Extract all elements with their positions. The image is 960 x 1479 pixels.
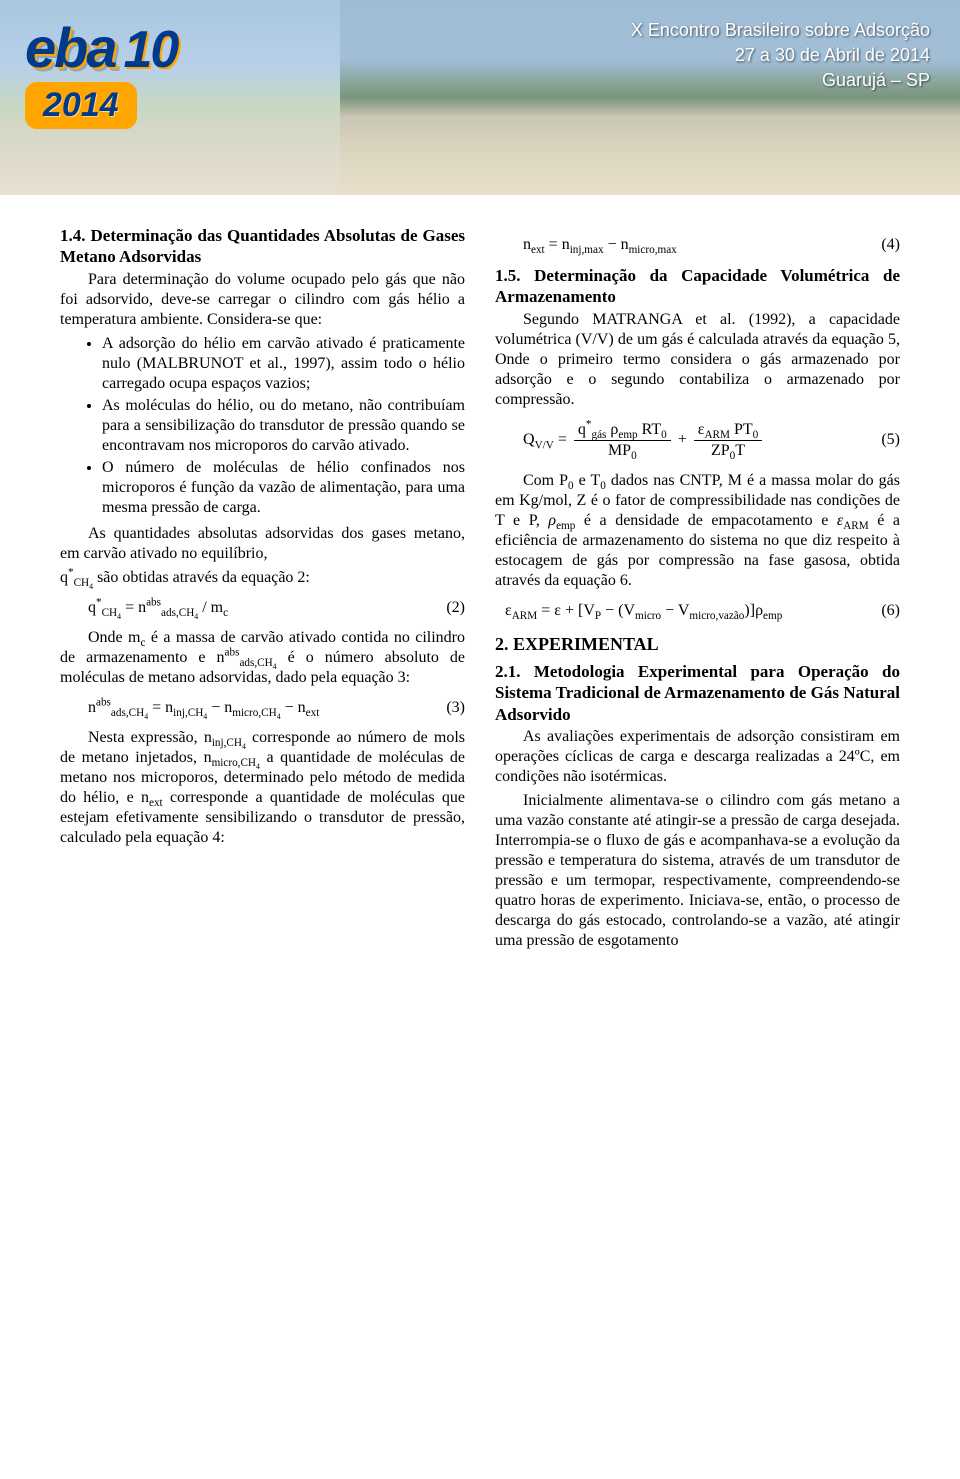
eq-body: εARM = ε + [VP − (Vmicro − Vmicro,vazão)… [505, 601, 782, 621]
para: Segundo MATRANGA et al. (1992), a capaci… [495, 310, 900, 410]
section-2-title: 2. EXPERIMENTAL [495, 633, 900, 656]
bullet-list: A adsorção do hélio em carvão ativado é … [60, 334, 465, 518]
section-1-4-title: 1.4. Determinação das Quantidades Absolu… [60, 225, 465, 268]
equation-3: nabsads,CH4 = ninj,CH4 − nmicro,CH4 − ne… [88, 698, 465, 718]
eq-body: nabsads,CH4 = ninj,CH4 − nmicro,CH4 − ne… [88, 698, 319, 718]
bullet-item: As moléculas do hélio, ou do metano, não… [102, 396, 465, 456]
equation-4: next = ninj,max − nmicro,max (4) [523, 235, 900, 255]
conf-name: X Encontro Brasileiro sobre Adsorção [631, 18, 930, 43]
bullet-item: A adsorção do hélio em carvão ativado é … [102, 334, 465, 394]
eq-body: next = ninj,max − nmicro,max [523, 235, 677, 255]
equation-2: q*CH4 = nabsads,CH4 / mc (2) [88, 598, 465, 618]
logo-year: 2014 [25, 82, 137, 129]
eq-number: (3) [426, 698, 465, 718]
conference-info: X Encontro Brasileiro sobre Adsorção 27 … [631, 18, 930, 94]
equation-6: εARM = ε + [VP − (Vmicro − Vmicro,vazão)… [505, 601, 900, 621]
eq-number: (6) [861, 601, 900, 621]
bullet-item: O número de moléculas de hélio confinado… [102, 458, 465, 518]
para: Para determinação do volume ocupado pelo… [60, 270, 465, 330]
para: q*CH4 são obtidas através da equação 2: [60, 568, 465, 588]
eq-body: q*CH4 = nabsads,CH4 / mc [88, 598, 228, 618]
eq-number: (4) [861, 235, 900, 255]
section-1-5-title: 1.5. Determinação da Capacidade Volumétr… [495, 265, 900, 308]
conference-header: X Encontro Brasileiro sobre Adsorção 27 … [0, 0, 960, 195]
para: Inicialmente alimentava-se o cilindro co… [495, 791, 900, 951]
para: Nesta expressão, ninj,CH4 corresponde ao… [60, 728, 465, 848]
para: Onde mc é a massa de carvão ativado cont… [60, 628, 465, 688]
page-content: 1.4. Determinação das Quantidades Absolu… [0, 195, 960, 975]
section-2-1-title: 2.1. Metodologia Experimental para Opera… [495, 661, 900, 725]
logo-eba: eba10 [25, 15, 177, 80]
conf-dates: 27 a 30 de Abril de 2014 [631, 43, 930, 68]
conf-location: Guarujá – SP [631, 68, 930, 93]
left-column: 1.4. Determinação das Quantidades Absolu… [60, 225, 465, 955]
right-column: next = ninj,max − nmicro,max (4) 1.5. De… [495, 225, 900, 955]
para: As avaliações experimentais de adsorção … [495, 727, 900, 787]
eq-body: QV/V = q*gás ρemp RT0 MP0 + εARM PT0 ZP0… [523, 420, 765, 461]
equation-5: QV/V = q*gás ρemp RT0 MP0 + εARM PT0 ZP0… [523, 420, 900, 461]
logo: eba10 2014 [25, 15, 177, 129]
para: As quantidades absolutas adsorvidas dos … [60, 524, 465, 564]
para: Com P0 e T0 dados nas CNTP, M é a massa … [495, 471, 900, 591]
eq-number: (5) [861, 430, 900, 450]
eq-number: (2) [426, 598, 465, 618]
